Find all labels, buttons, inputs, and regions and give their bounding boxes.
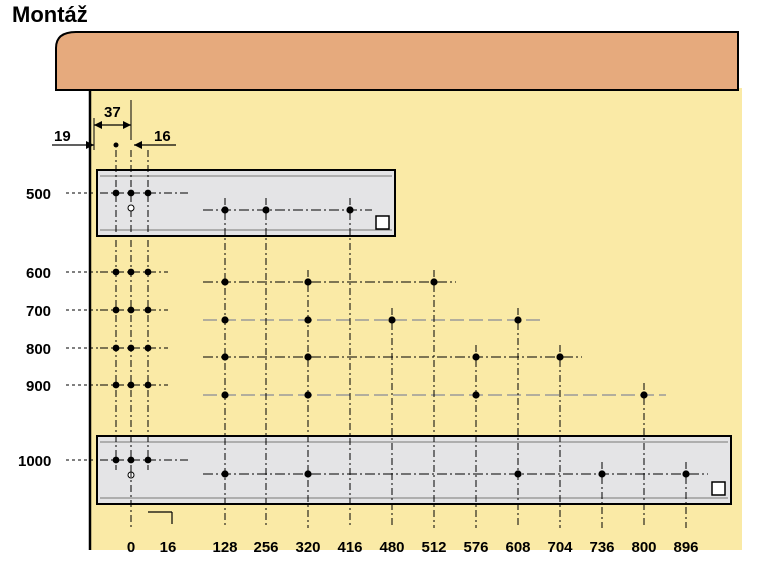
hole-front <box>144 268 152 276</box>
column-label-416: 416 <box>337 539 362 556</box>
column-label-576: 576 <box>463 539 488 556</box>
top-dimensions: 19 37 16 <box>52 100 176 150</box>
column-label-512: 512 <box>421 539 446 556</box>
column-label-16: 16 <box>160 539 177 556</box>
column-label-800: 800 <box>631 539 656 556</box>
hole-front <box>127 456 135 464</box>
worktop <box>55 31 739 91</box>
row-label-700: 700 <box>26 303 51 320</box>
column-label-320: 320 <box>295 539 320 556</box>
hole-600-128 <box>221 278 229 286</box>
column-label-704: 704 <box>547 539 573 556</box>
row-label-500: 500 <box>26 186 51 203</box>
hole-front <box>144 381 152 389</box>
hole-front <box>127 268 135 276</box>
hole-front <box>127 381 135 389</box>
column-label-736: 736 <box>589 539 614 556</box>
hole-front <box>144 306 152 314</box>
rail-1000 <box>96 435 732 505</box>
column-label-256: 256 <box>253 539 278 556</box>
column-label-0: 0 <box>127 539 135 556</box>
hole-front <box>112 344 120 352</box>
hole-front <box>112 189 120 197</box>
hole-800-128 <box>221 353 229 361</box>
dimension-16: 16 <box>154 128 171 145</box>
row-label-900: 900 <box>26 378 51 395</box>
row-label-600: 600 <box>26 265 51 282</box>
rail-500 <box>96 169 396 237</box>
hole-open <box>127 204 135 212</box>
hole-front <box>127 306 135 314</box>
hole-front <box>112 306 120 314</box>
dimension-19: 19 <box>54 128 71 145</box>
hole-front <box>112 381 120 389</box>
hole-front <box>144 344 152 352</box>
row-label-800: 800 <box>26 341 51 358</box>
hole-front <box>112 268 120 276</box>
hole-front <box>112 456 120 464</box>
dimension-37: 37 <box>104 104 121 121</box>
hole-front <box>144 189 152 197</box>
hole-1000-320 <box>304 470 312 478</box>
row-label-1000: 1000 <box>18 453 51 470</box>
page-title: Montáž <box>12 2 88 27</box>
column-label-480: 480 <box>379 539 404 556</box>
hole-front <box>127 344 135 352</box>
labels: 500 600 700 800 900 1000 0 16 128 256 320 416 480 512… <box>18 186 699 556</box>
column-label-608: 608 <box>505 539 530 556</box>
column-label-896: 896 <box>673 539 698 556</box>
column-label-128: 128 <box>212 539 237 556</box>
hole-front <box>144 456 152 464</box>
hole-front <box>127 189 135 197</box>
hole-grid <box>100 150 708 528</box>
